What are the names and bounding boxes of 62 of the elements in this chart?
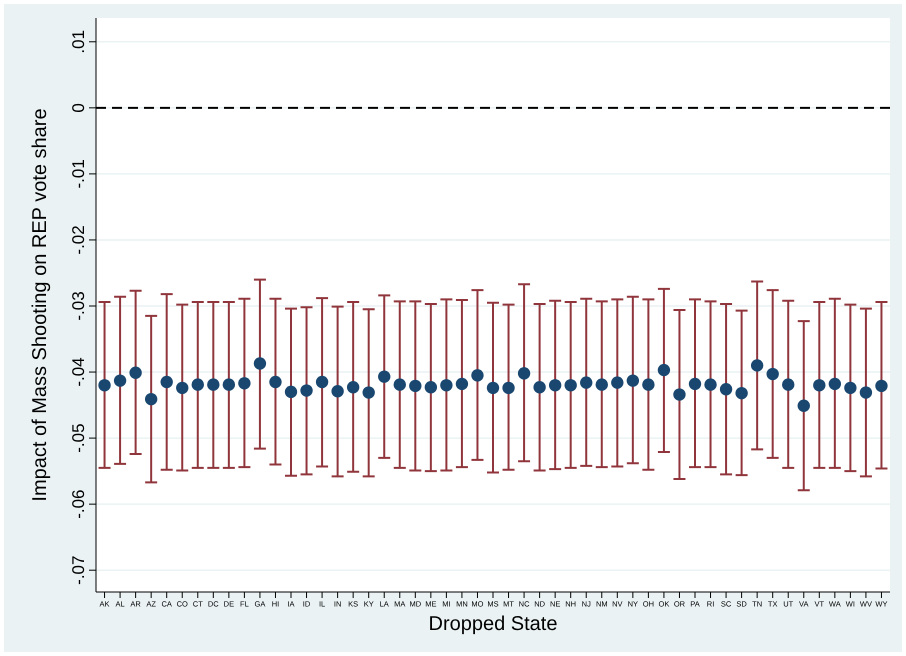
y-tick-label: -.07 [68,556,88,585]
point [673,388,686,401]
point [642,378,655,391]
y-axis-title: Impact of Mass Shooting on REP vote share [29,108,51,502]
point [222,378,236,391]
point [254,357,266,370]
point [471,369,484,382]
point [533,381,546,394]
point [394,378,406,391]
point [844,382,857,394]
point [331,385,344,398]
point [409,380,422,392]
y-tick-label: -.03 [68,291,88,321]
point [813,379,826,392]
point [346,381,360,394]
y-tick-label: -.02 [68,225,88,255]
point [860,386,872,399]
point [611,376,624,389]
point [875,380,888,392]
point [704,378,717,391]
point [176,382,188,394]
point [720,383,732,396]
point [658,364,670,376]
point [238,377,251,390]
y-tick-label: -.05 [68,423,88,453]
point [316,376,328,388]
point [98,379,111,392]
point [486,382,500,394]
point [456,378,468,390]
point [362,386,375,399]
point [114,374,126,387]
point [424,381,438,394]
point [502,382,515,394]
point [750,359,764,372]
point [300,384,313,397]
point [440,379,453,392]
point [564,379,577,392]
point [160,376,173,388]
y-tick-label: -.06 [68,490,88,519]
y-tick-label: .01 [68,30,88,54]
point [518,367,530,380]
point [626,374,640,387]
y-tick-label: -.04 [68,357,88,387]
point [129,366,142,379]
y-tick-label: 0 [68,103,88,113]
point [269,376,282,388]
x-axis-title: Dropped State [428,613,558,635]
point [378,370,390,383]
point [798,400,810,412]
y-tick-label: -.01 [68,159,88,189]
point [828,378,842,390]
point [782,378,794,391]
point [735,387,748,400]
point [207,378,220,391]
point [766,368,779,380]
point [192,378,204,391]
point [596,378,608,391]
point [144,392,158,406]
point [688,378,702,390]
point [548,379,562,392]
point [580,376,592,389]
point [284,386,298,398]
